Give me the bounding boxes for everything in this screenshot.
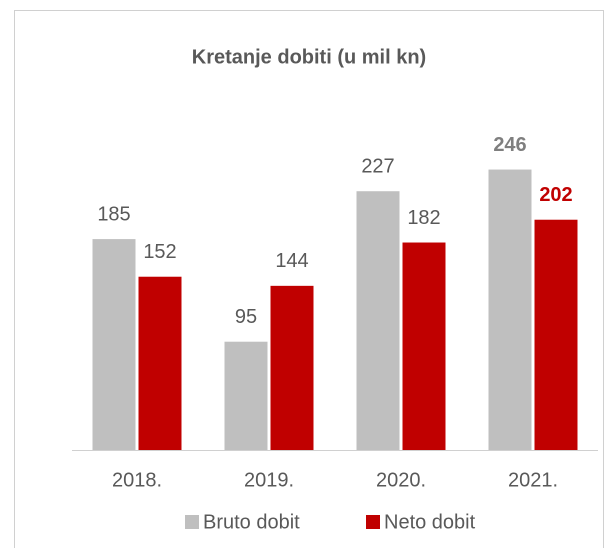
bar	[356, 191, 400, 450]
legend-swatch	[185, 515, 199, 529]
x-tick-label: 2020.	[376, 469, 426, 491]
x-tick-label: 2019.	[244, 469, 294, 491]
legend-label: Bruto dobit	[203, 511, 300, 533]
bar	[224, 341, 268, 450]
data-label: 152	[143, 241, 176, 263]
bar	[270, 285, 314, 450]
bar	[402, 242, 446, 450]
bar	[138, 276, 182, 450]
x-tick-label: 2018.	[112, 469, 162, 491]
bar	[488, 169, 532, 450]
data-label: 182	[407, 207, 440, 229]
bar	[92, 239, 136, 450]
data-label: 227	[361, 156, 394, 178]
bar	[534, 219, 578, 450]
data-label: 95	[235, 306, 257, 328]
data-label: 202	[539, 184, 572, 206]
data-label: 144	[275, 250, 308, 272]
data-label: 246	[493, 134, 526, 156]
chart-title: Kretanje dobiti (u mil kn)	[192, 46, 426, 68]
legend-swatch	[366, 515, 380, 529]
data-label: 185	[97, 203, 130, 225]
legend-label: Neto dobit	[384, 511, 476, 533]
x-tick-label: 2021.	[508, 469, 558, 491]
